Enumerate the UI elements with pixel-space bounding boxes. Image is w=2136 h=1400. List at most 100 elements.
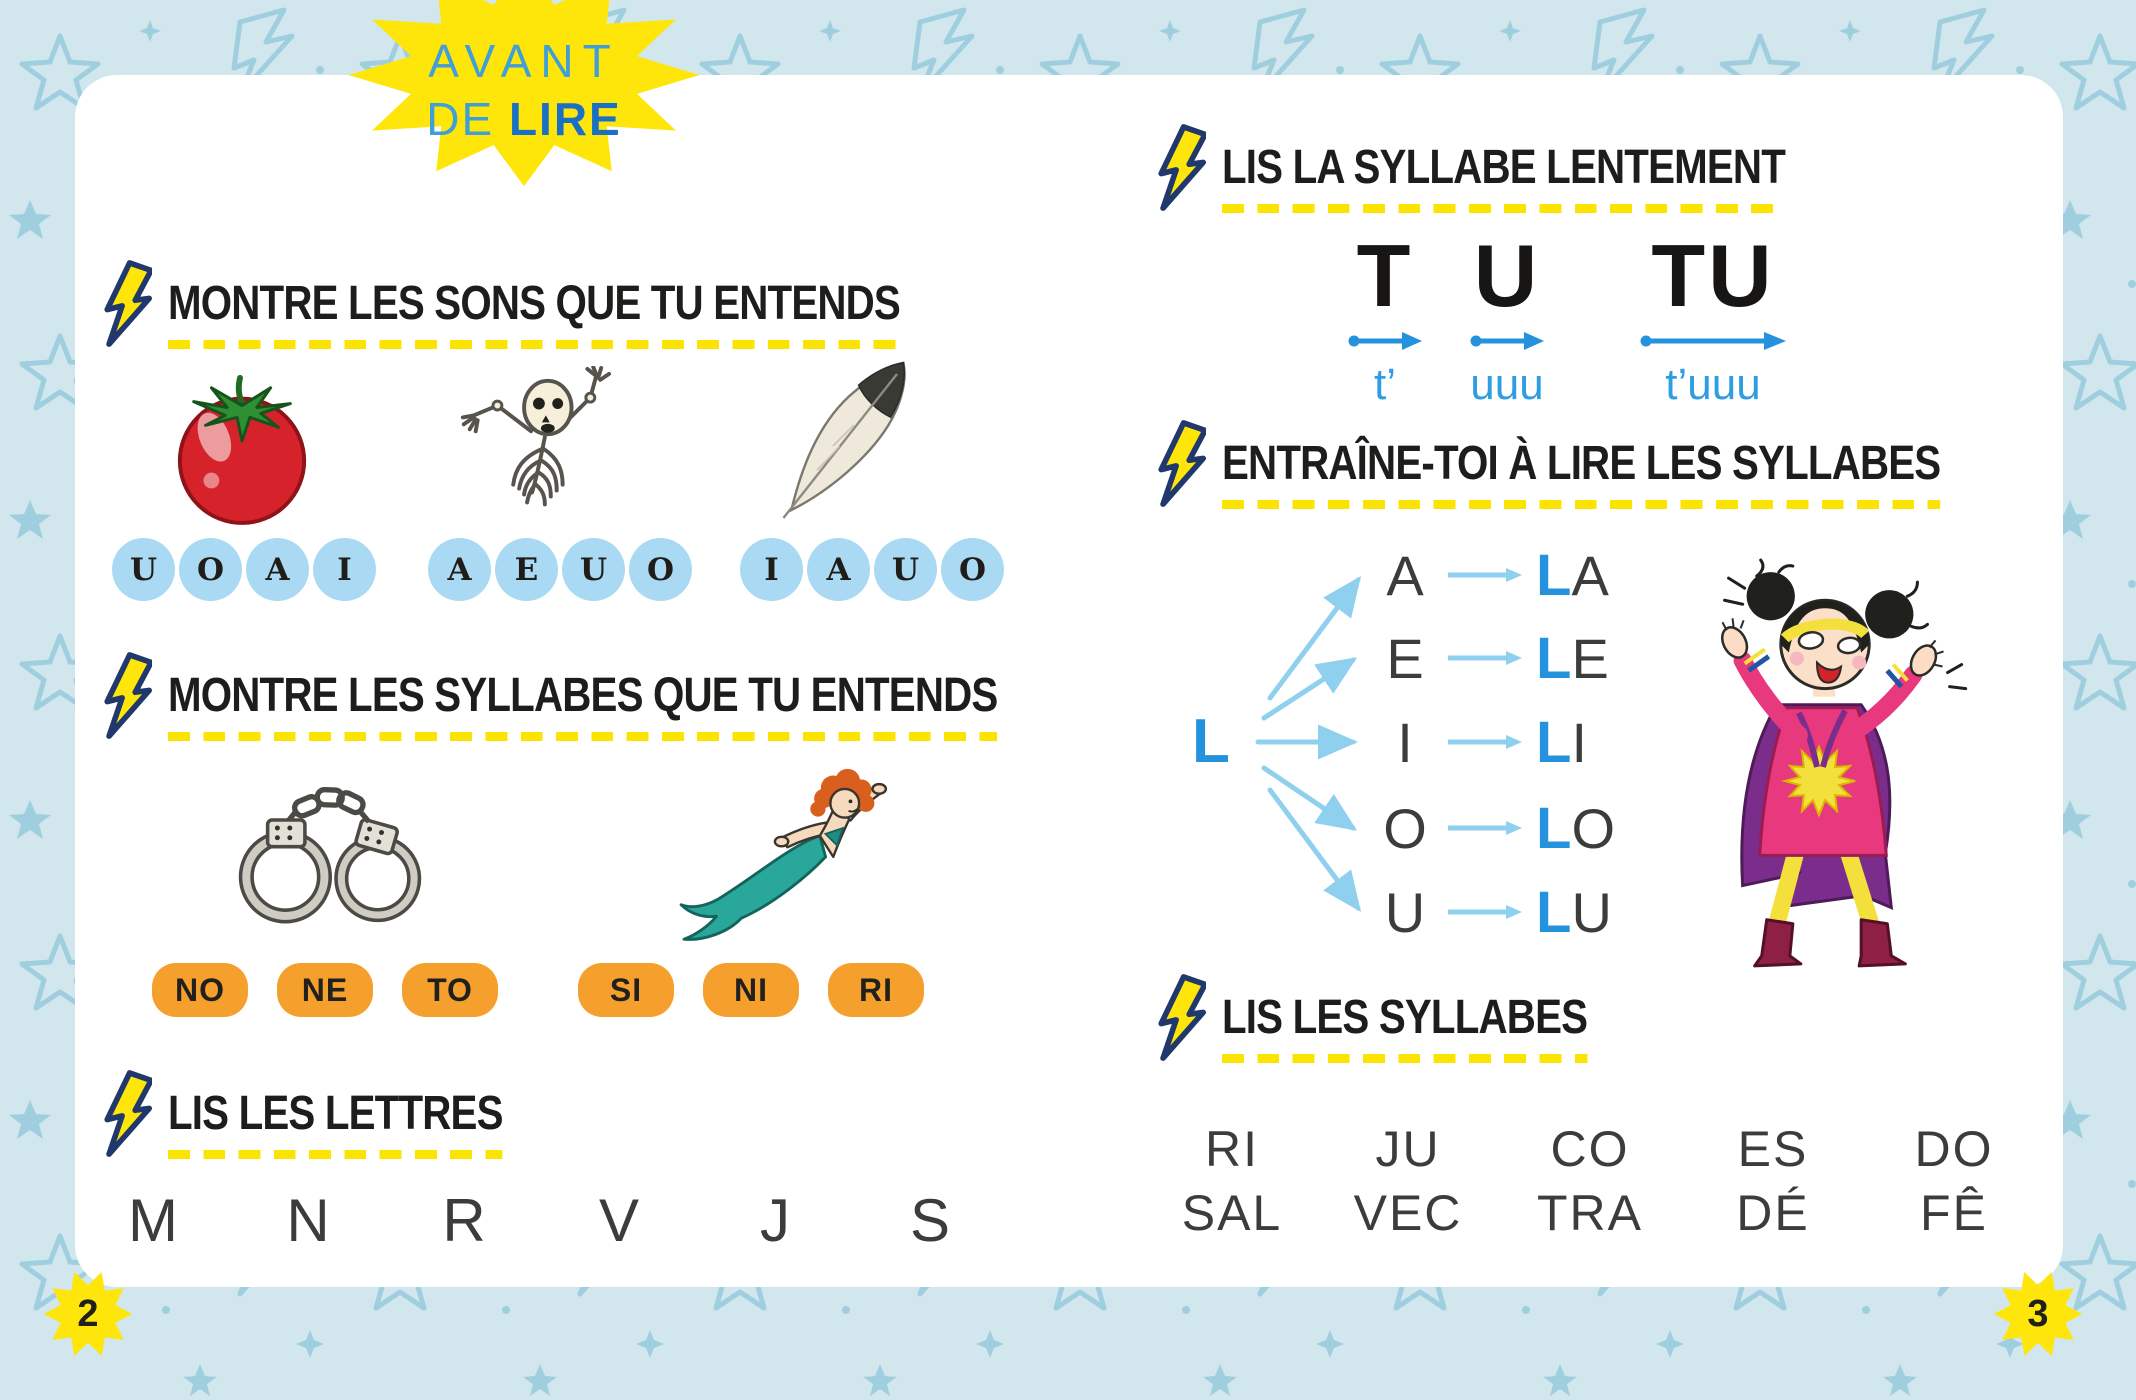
sound-circle: O <box>629 538 692 601</box>
read-letter: M <box>128 1187 178 1254</box>
section-heading-slow-syllable: LIS LA SYLLABE LENTEMENT <box>1150 122 1892 214</box>
page-number-badge-left: 2 <box>40 1266 136 1362</box>
section-heading-read-syllables: LIS LES SYLLABES <box>1150 972 1657 1064</box>
lightning-bolt-icon <box>1158 420 1206 507</box>
read-letter: V <box>598 1187 640 1254</box>
sound-letter: U <box>129 551 158 588</box>
dashed-underline <box>168 732 998 741</box>
sound-letter: I <box>764 551 779 588</box>
slow-sound: t’uuu <box>1665 360 1761 409</box>
arrow-icon <box>1448 568 1522 582</box>
tomato-illustration <box>177 374 307 525</box>
sound-circle: A <box>246 538 309 601</box>
dashed-underline <box>1222 500 1941 509</box>
read-syllable: TRA <box>1537 1185 1643 1241</box>
practice-vowel: U <box>1384 880 1426 944</box>
heading-label: MONTRE LES SYLLABES QUE TU ENTENDS <box>168 669 998 722</box>
heading-label: LIS LES SYLLABES <box>1222 991 1588 1044</box>
read-syllable: FÊ <box>1920 1185 1988 1241</box>
pill-label: NI <box>734 971 768 1008</box>
read-syllable: JU <box>1375 1121 1441 1177</box>
syllable-pill: NI <box>703 963 799 1017</box>
page-number: 3 <box>2027 1292 2049 1335</box>
practice-result: LU <box>1536 879 1612 946</box>
sound-letter: I <box>337 551 352 588</box>
slow-sound: t’ <box>1374 360 1396 409</box>
read-syllable: DÉ <box>1736 1185 1810 1241</box>
sound-circle: O <box>941 538 1004 601</box>
starburst-icon <box>348 0 700 187</box>
read-syllable: VEC <box>1353 1185 1463 1241</box>
title-line2-regular: DE <box>426 93 495 145</box>
practice-result: LA <box>1536 542 1609 609</box>
section-heading-syllables: MONTRE LES SYLLABES QUE TU ENTENDS <box>96 650 1155 742</box>
sound-circle: I <box>313 538 376 601</box>
dashed-underline <box>1222 1054 1588 1063</box>
arrow-icon <box>1470 332 1544 350</box>
sound-letter: E <box>514 551 539 588</box>
syllable-pill: NE <box>277 963 373 1017</box>
practice-result-vowel: O <box>1571 796 1615 860</box>
practice-result: LE <box>1536 625 1609 692</box>
sound-letter: U <box>891 551 920 588</box>
heading-text-wrap: LIS LES SYLLABES <box>1222 990 1588 1063</box>
sound-circle: U <box>874 538 937 601</box>
syllable-pill: SI <box>578 963 674 1017</box>
heading-label: ENTRAÎNE-TOI À LIRE LES SYLLABES <box>1222 437 1941 490</box>
read-letter: N <box>286 1187 330 1254</box>
dashed-underline <box>168 1150 503 1159</box>
lightning-bolt-icon <box>104 260 152 347</box>
sound-letter: A <box>447 551 472 588</box>
heading-text-wrap: MONTRE LES SONS QUE TU ENTENDS <box>168 276 901 349</box>
slow-letter: TU <box>1651 226 1775 325</box>
heading-text-wrap: LIS LA SYLLABE LENTEMENT <box>1222 140 1786 213</box>
feather-illustration <box>782 361 906 519</box>
practice-result: LI <box>1536 709 1587 776</box>
lightning-bolt-icon <box>104 652 152 739</box>
page-panel <box>75 75 2063 1287</box>
sound-circle: E <box>495 538 558 601</box>
practice-vowel: E <box>1386 626 1424 690</box>
arrow-icon <box>1448 905 1522 919</box>
pill-label: RI <box>859 971 893 1008</box>
arrow-icon <box>1448 821 1522 835</box>
syllable-pill: TO <box>402 963 498 1017</box>
sound-circle: A <box>807 538 870 601</box>
dashed-underline <box>1222 204 1785 213</box>
read-syllable: ES <box>1737 1121 1809 1177</box>
section-heading-practice: ENTRAÎNE-TOI À LIRE LES SYLLABES <box>1150 418 2077 510</box>
pill-label: SI <box>609 971 643 1008</box>
sound-letter: O <box>958 551 986 588</box>
title-line2-bold: LIRE <box>508 93 622 145</box>
read-letter: S <box>909 1187 951 1254</box>
slow-letter: T <box>1356 226 1414 325</box>
fan-arrows-icon <box>1255 575 1361 913</box>
practice-row: I LI <box>1368 700 1587 784</box>
practice-row: A LA <box>1368 533 1609 617</box>
handcuffs-illustration <box>238 786 422 924</box>
sound-circle: A <box>428 538 491 601</box>
pill-label: NO <box>175 971 225 1008</box>
sound-letter: A <box>265 551 290 588</box>
starburst-icon <box>43 1272 133 1356</box>
lightning-bolt-icon <box>1158 124 1206 211</box>
practice-result-consonant: L <box>1536 879 1572 945</box>
practice-result: LO <box>1536 795 1615 862</box>
sound-letter: U <box>579 551 608 588</box>
dashed-underline <box>168 340 900 349</box>
arrow-icon <box>1448 735 1522 749</box>
page-number-badge-right: 3 <box>1990 1266 2086 1362</box>
syllable-pill: RI <box>828 963 924 1017</box>
heading-text-wrap: LIS LES LETTRES <box>168 1086 503 1159</box>
lightning-bolt-icon <box>104 1070 152 1157</box>
read-syllable: SAL <box>1181 1185 1283 1241</box>
read-syllable: CO <box>1550 1121 1630 1177</box>
arrow-icon <box>1640 332 1786 350</box>
practice-result-vowel: U <box>1571 880 1612 944</box>
starburst-icon <box>1993 1272 2083 1356</box>
title-badge: AVANT DE LIRE <box>312 0 736 192</box>
practice-result-consonant: L <box>1536 795 1572 861</box>
heading-label: MONTRE LES SONS QUE TU ENTENDS <box>168 277 901 330</box>
section-heading-sounds: MONTRE LES SONS QUE TU ENTENDS <box>96 258 1039 350</box>
lightning-bolt-icon <box>1158 974 1206 1061</box>
